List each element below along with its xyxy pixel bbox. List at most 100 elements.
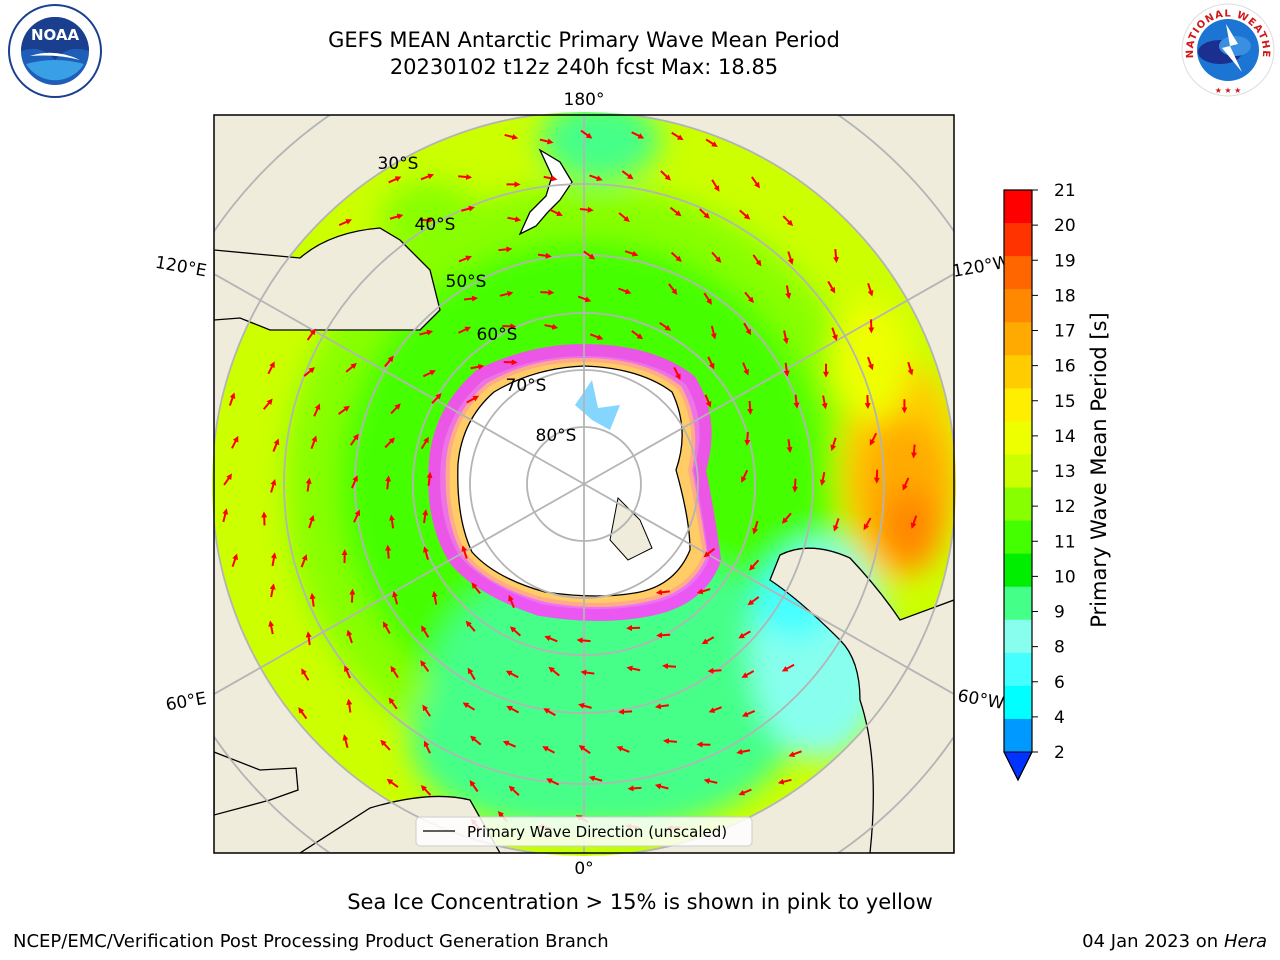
wave-direction-arrow (388, 176, 402, 184)
wave-direction-arrow (751, 176, 760, 189)
wave-direction-arrow (346, 629, 353, 644)
colorbar-segment (1004, 520, 1032, 555)
wave-direction-arrow (272, 438, 280, 452)
wave-direction-arrow (747, 400, 754, 415)
colorbar-tick-label: 6 (1054, 673, 1065, 693)
wave-direction-arrow (298, 707, 308, 720)
wave-direction-arrow (267, 361, 275, 375)
wave-direction-arrow (549, 208, 563, 216)
wave-direction-arrow (673, 367, 681, 381)
colorbar-tick-label: 2 (1054, 743, 1065, 763)
wave-direction-arrow (458, 255, 472, 263)
wave-direction-arrow (830, 437, 837, 452)
wave-direction-arrow (785, 285, 792, 300)
wave-direction-arrow (422, 546, 429, 560)
colorbar-segment (1004, 421, 1032, 455)
wave-direction-arrow (744, 431, 751, 446)
wave-direction-arrow (231, 435, 239, 449)
noaa-logo-icon: NOAA (8, 4, 102, 98)
lon-label-120e: 120°E (154, 253, 208, 282)
wave-direction-arrow (546, 778, 560, 786)
wave-direction-arrow (310, 435, 318, 450)
wave-direction-arrow (223, 473, 233, 486)
colorbar-frame (1003, 189, 1033, 782)
wave-direction-arrow (301, 668, 310, 681)
wave-direction-arrow (699, 208, 710, 219)
wave-direction-arrow (465, 620, 476, 632)
wave-direction-arrow (907, 361, 914, 376)
wave-direction-arrow (390, 403, 401, 415)
colorbar-tick-label: 13 (1054, 462, 1076, 482)
wave-direction-arrow (833, 249, 840, 264)
wave-direction-arrow (385, 475, 392, 490)
wave-direction-arrow (741, 469, 749, 483)
legend-label: Primary Wave Direction (unscaled) (467, 823, 727, 841)
wave-direction-arrow (305, 477, 312, 492)
colorbar: 21 20 19 18 17 16 15 14 13 12 11 10 9 8 6 4 2 (1003, 181, 1076, 782)
wave-direction-arrow (741, 710, 756, 717)
wave-direction-arrow (708, 706, 722, 713)
wave-direction-arrow (498, 246, 513, 253)
wave-direction-arrow (342, 734, 349, 748)
wave-direction-arrow (351, 475, 358, 489)
wave-direction-arrow (268, 620, 275, 635)
colorbar-segment (1004, 190, 1032, 224)
wave-direction-arrow (420, 436, 429, 450)
wave-direction-arrow (420, 784, 432, 796)
wave-direction-arrow (382, 621, 391, 635)
wave-direction-arrow (509, 626, 522, 637)
colorbar-segment (1004, 256, 1032, 290)
wave-direction-arrow (631, 330, 644, 340)
wave-direction-arrow (833, 518, 840, 532)
wave-direction-arrow (910, 444, 917, 459)
wave-direction-arrow (305, 631, 312, 646)
map-frame (213, 114, 955, 854)
colorbar-tick-label: 12 (1054, 497, 1076, 517)
wave-direction-arrow (505, 670, 519, 679)
wave-direction-arrow (344, 665, 351, 679)
wave-direction-arrow (262, 398, 273, 410)
colorbar-tick-label: 11 (1054, 532, 1076, 552)
lat-label-60s: 60°S (477, 325, 518, 345)
wave-direction-arrow (654, 703, 669, 710)
wave-direction-arrow (338, 405, 350, 415)
wave-direction-arrow (736, 748, 751, 755)
wave-direction-arrow (384, 355, 394, 368)
colorbar-segment (1004, 586, 1032, 621)
wave-direction-arrow (777, 778, 792, 785)
wave-direction-arrow (589, 174, 603, 181)
wave-direction-arrow (869, 432, 878, 446)
chart-title: GEFS MEAN Antarctic Primary Wave Mean Pe… (328, 28, 840, 52)
wave-direction-arrow (385, 544, 392, 559)
antarctica-land (457, 365, 691, 597)
wave-direction-arrow (470, 363, 485, 370)
wave-direction-arrow (618, 212, 630, 222)
lon-label-60e: 60°E (164, 689, 208, 716)
wave-direction-arrow (711, 251, 722, 263)
wave-direction-arrow (670, 251, 682, 262)
wave-direction-arrow (655, 589, 670, 596)
wave-direction-arrow (580, 669, 595, 676)
wave-direction-arrow (669, 206, 682, 217)
colorbar-tick-label: 17 (1054, 322, 1076, 342)
wave-direction-arrow (703, 778, 718, 785)
wave-direction-arrow (738, 630, 751, 639)
wave-direction-arrow (461, 545, 468, 559)
colorbar-segment (1004, 355, 1032, 389)
wave-direction-arrow (626, 665, 641, 672)
wave-direction-arrow (821, 395, 828, 410)
colorbar-segment (1004, 685, 1032, 720)
wave-direction-arrow (389, 213, 404, 220)
svg-text:★ ★ ★: ★ ★ ★ (1215, 86, 1242, 95)
wave-direction-arrow (743, 322, 752, 336)
wave-direction-arrow (461, 205, 475, 212)
wave-direction-arrow (388, 697, 398, 710)
wave-direction-arrow (463, 295, 478, 302)
madagascar-land (214, 751, 299, 816)
wave-direction-arrow (458, 326, 472, 334)
wave-direction-arrow (431, 590, 438, 605)
wave-direction-arrow (827, 280, 836, 294)
wave-direction-arrow (353, 509, 361, 523)
wave-direction-arrow (668, 283, 678, 296)
